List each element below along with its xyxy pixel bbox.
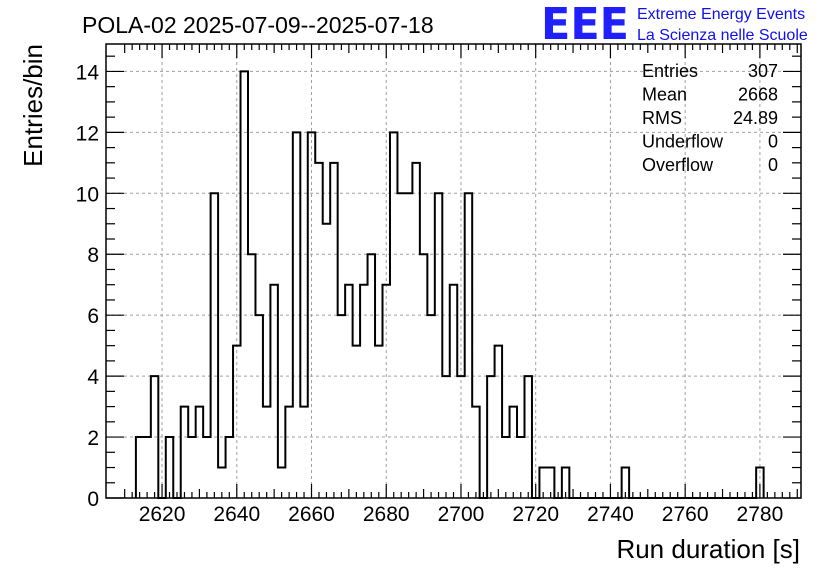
chart-title: POLA-02 2025-07-09--2025-07-18 xyxy=(82,12,434,38)
stats-value: 24.89 xyxy=(733,108,778,128)
stats-value: 307 xyxy=(748,61,778,81)
y-tick-label: 12 xyxy=(76,122,99,145)
x-tick-label: 2620 xyxy=(139,503,186,526)
y-tick-label: 2 xyxy=(87,427,99,450)
x-tick-label: 2760 xyxy=(662,503,709,526)
x-axis-label: Run duration [s] xyxy=(616,534,800,564)
stats-value: 0 xyxy=(768,155,778,175)
x-tick-label: 2680 xyxy=(363,503,410,526)
logo-mark: EEE xyxy=(541,0,629,50)
logo-line-2: La Scienza nelle Scuole xyxy=(637,27,808,44)
y-tick-label: 4 xyxy=(87,366,99,389)
stats-box: Entries 307 Mean 2668 RMS 24.89 Underflow 0 Over… xyxy=(642,61,778,175)
y-tick-label: 6 xyxy=(87,305,99,328)
axis-ticks xyxy=(106,44,801,499)
x-tick-label: 2640 xyxy=(213,503,260,526)
logo-line-1: Extreme Energy Events xyxy=(637,6,805,23)
y-tick-label: 10 xyxy=(76,183,99,206)
y-tick-label: 8 xyxy=(87,244,99,267)
x-tick-labels: 2620 2640 2660 2680 2700 2720 2740 2760 2780 xyxy=(139,503,784,526)
y-tick-labels: 0 2 4 6 8 10 12 14 xyxy=(76,61,100,511)
stats-value: 0 xyxy=(768,132,778,152)
y-axis-label: Entries/bin xyxy=(18,44,48,167)
x-tick-label: 2780 xyxy=(737,503,784,526)
stats-label: Entries xyxy=(642,61,698,81)
y-tick-label: 0 xyxy=(87,488,99,511)
grid-lines xyxy=(106,44,801,498)
stats-label: Mean xyxy=(642,85,687,105)
stats-value: 2668 xyxy=(738,85,778,105)
x-tick-label: 2660 xyxy=(288,503,335,526)
stats-label: Overflow xyxy=(642,155,714,175)
x-tick-label: 2740 xyxy=(587,503,634,526)
stats-label: RMS xyxy=(642,108,682,128)
x-tick-label: 2720 xyxy=(512,503,559,526)
x-tick-label: 2700 xyxy=(438,503,485,526)
stats-label: Underflow xyxy=(642,132,724,152)
y-tick-label: 14 xyxy=(76,61,100,84)
eee-logo: EEE Extreme Energy Events La Scienza nel… xyxy=(541,0,808,50)
